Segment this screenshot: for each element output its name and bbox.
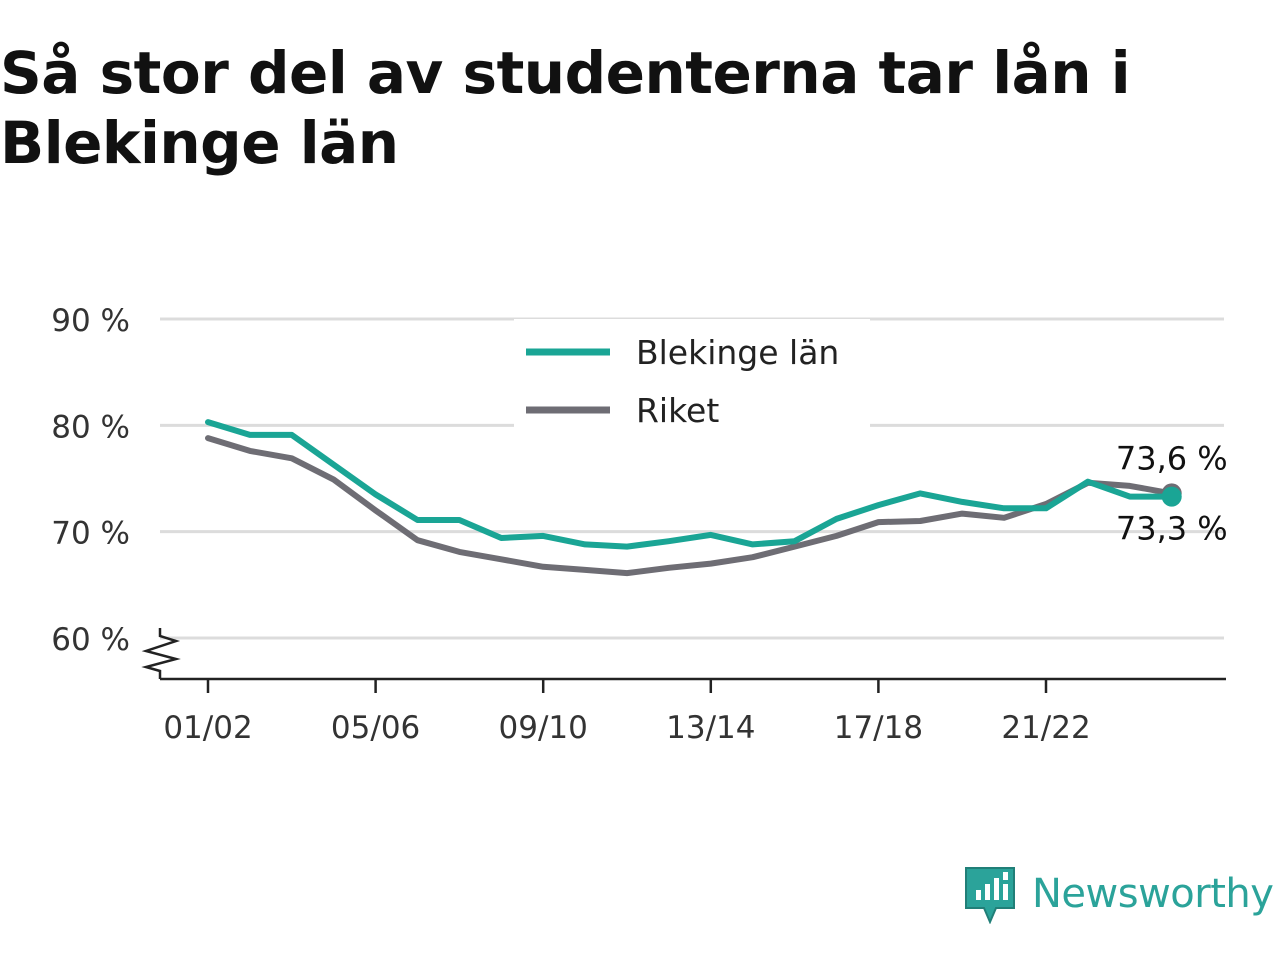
x-tick-label: 05/06: [331, 710, 420, 746]
x-tick-label: 13/14: [666, 710, 755, 746]
x-tick-label: 17/18: [834, 710, 923, 746]
brand-name: Newsworthy: [1032, 871, 1274, 917]
series-end-point-blekinge-l-n: [1161, 486, 1182, 507]
y-tick-label: 90 %: [51, 303, 130, 339]
legend: Blekinge län Riket: [514, 319, 870, 430]
series-line-riket: [205, 435, 1175, 577]
y-tick-label: 60 %: [51, 622, 130, 658]
y-tick-label: 70 %: [51, 516, 130, 552]
y-tick-label: 80 %: [51, 409, 130, 445]
x-tick-label: 01/02: [163, 710, 252, 746]
axis-break-icon: [141, 628, 181, 679]
legend-label-riket: Riket: [636, 391, 719, 430]
x-tick-label: 21/22: [1001, 710, 1090, 746]
end-labels: 73,6 % 73,3 %: [1116, 439, 1228, 547]
brand-logo: Newsworthy: [964, 864, 1274, 924]
axes: 60 % 70 % 80 % 90 % 01/02 05/06 09/10 13/14 17/1…: [51, 303, 1226, 746]
series-lines: [205, 419, 1182, 577]
legend-label-blekinge-l-n: Blekinge län: [636, 333, 839, 372]
end-label-riket: 73,6 %: [1116, 439, 1228, 477]
newsworthy-logo-icon: [965, 867, 1015, 924]
end-label-blekinge: 73,3 %: [1116, 510, 1228, 548]
x-tick-label: 09/10: [499, 710, 588, 746]
series-line-blekinge-l-n: [205, 419, 1175, 550]
chart-title: Så stor del av studenterna tar lån i Ble…: [0, 39, 1131, 177]
